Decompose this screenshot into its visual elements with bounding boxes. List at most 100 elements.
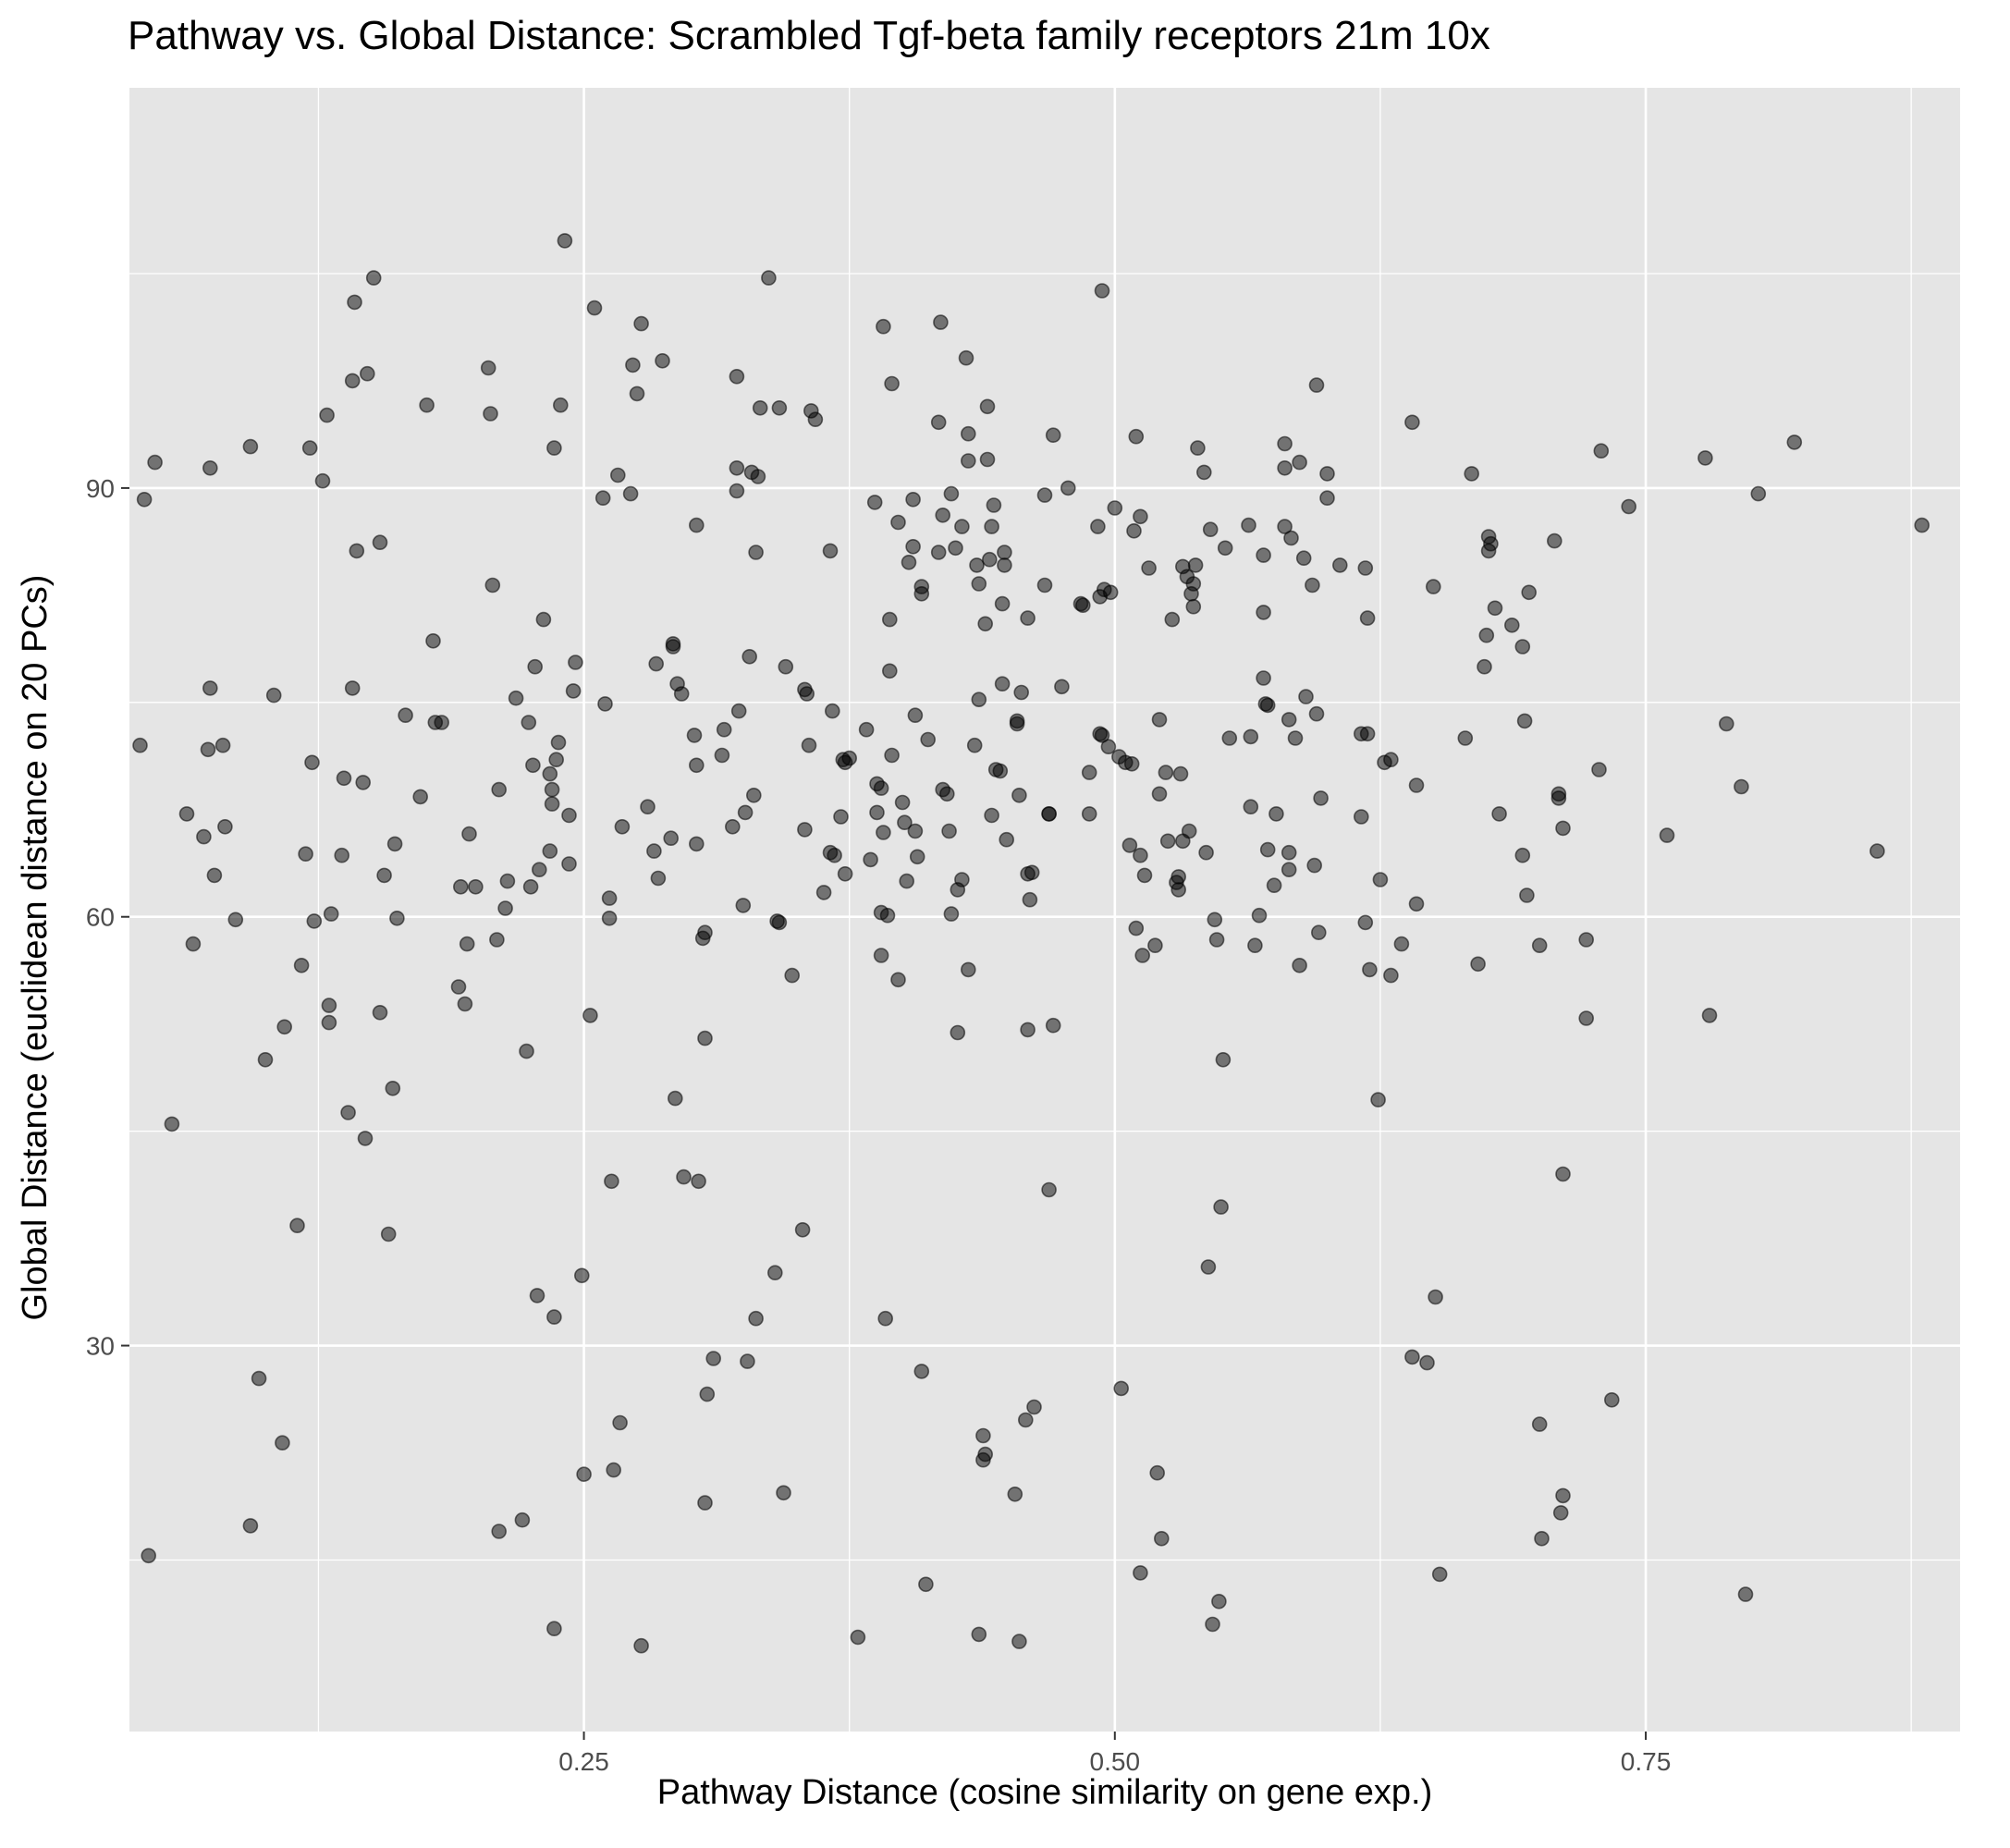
data-point <box>1259 697 1276 714</box>
data-point <box>686 728 703 743</box>
data-point <box>1519 887 1535 903</box>
data-point <box>1207 912 1223 928</box>
data-point <box>606 1462 622 1478</box>
data-point <box>1251 907 1268 924</box>
data-point <box>349 543 365 559</box>
data-point <box>1213 1199 1229 1215</box>
data-point <box>1247 937 1263 954</box>
data-point <box>873 948 889 963</box>
data-point <box>1185 576 1202 592</box>
data-point <box>665 639 681 655</box>
data-point <box>1311 924 1327 941</box>
data-point <box>1243 799 1259 815</box>
data-point <box>939 786 955 802</box>
data-point <box>943 906 960 922</box>
data-point <box>1419 1354 1435 1371</box>
data-point <box>468 878 484 895</box>
data-point <box>425 632 441 649</box>
x-tick-label: 0.75 <box>1621 1747 1672 1776</box>
data-point <box>1211 1594 1227 1609</box>
data-point <box>550 734 567 751</box>
data-point <box>1094 283 1110 299</box>
data-point <box>629 386 645 402</box>
chart-title: Pathway vs. Global Distance: Scrambled T… <box>128 13 1490 58</box>
data-point <box>185 936 202 952</box>
data-point <box>196 828 212 845</box>
data-point <box>340 1105 356 1120</box>
data-point <box>529 1288 545 1303</box>
x-axis-tick-labels: 0.25 0.50 0.75 <box>558 1747 1671 1776</box>
data-point <box>1221 730 1238 746</box>
data-point <box>601 910 618 926</box>
data-point <box>1060 480 1076 496</box>
data-point <box>568 655 583 670</box>
data-point <box>776 1485 791 1501</box>
data-point <box>1149 1464 1165 1481</box>
data-point <box>1534 1531 1550 1547</box>
data-point <box>1081 806 1097 822</box>
data-point <box>1164 611 1181 628</box>
data-point <box>992 763 1009 779</box>
data-point <box>347 294 362 311</box>
data-point <box>450 979 467 995</box>
minor-gridlines <box>129 88 1960 1732</box>
data-point <box>699 1386 716 1402</box>
data-point <box>457 996 473 1012</box>
data-point <box>573 1267 590 1284</box>
data-point <box>499 873 516 889</box>
data-point <box>1457 730 1474 746</box>
data-point <box>1383 752 1399 768</box>
data-point <box>1914 517 1930 533</box>
data-point <box>214 737 231 753</box>
data-point <box>1477 658 1492 675</box>
data-point <box>614 818 631 835</box>
data-point <box>527 658 544 675</box>
data-point <box>1332 557 1348 573</box>
data-point <box>1018 1412 1034 1428</box>
data-point <box>604 1173 619 1190</box>
data-point <box>1041 806 1057 822</box>
data-point <box>1287 730 1304 746</box>
data-point <box>1428 1289 1443 1305</box>
data-point <box>913 579 930 594</box>
data-point <box>1319 466 1335 482</box>
data-point <box>866 495 883 510</box>
data-point <box>1531 937 1548 954</box>
data-point <box>1094 728 1110 743</box>
data-point <box>1408 777 1425 793</box>
data-point <box>984 519 999 534</box>
data-point <box>1198 844 1214 861</box>
data-point <box>1147 937 1163 954</box>
data-point <box>1241 517 1256 533</box>
data-point <box>1305 577 1320 594</box>
data-point <box>850 1629 866 1646</box>
data-point <box>920 731 937 748</box>
data-point <box>1215 1052 1232 1068</box>
data-point <box>1281 862 1297 878</box>
data-point <box>1431 1566 1448 1583</box>
data-point <box>884 375 900 392</box>
data-point <box>1491 806 1507 822</box>
data-point <box>136 491 153 508</box>
data-point <box>1020 610 1036 626</box>
data-point <box>306 913 323 929</box>
data-point <box>298 846 313 863</box>
data-point <box>984 807 999 824</box>
data-point <box>837 865 853 882</box>
data-point <box>1133 508 1148 525</box>
data-point <box>1126 522 1142 539</box>
data-point <box>1256 547 1271 563</box>
data-point <box>1281 712 1297 728</box>
data-point <box>355 775 372 790</box>
data-point <box>1158 765 1174 780</box>
data-point <box>918 1576 934 1593</box>
data-point <box>582 1008 598 1023</box>
data-point <box>979 398 996 415</box>
data-point <box>961 961 976 978</box>
data-point <box>334 847 350 863</box>
data-point <box>982 551 998 568</box>
data-point <box>1295 550 1312 567</box>
data-point <box>491 781 508 798</box>
data-point <box>778 658 794 675</box>
data-point <box>1313 790 1329 806</box>
